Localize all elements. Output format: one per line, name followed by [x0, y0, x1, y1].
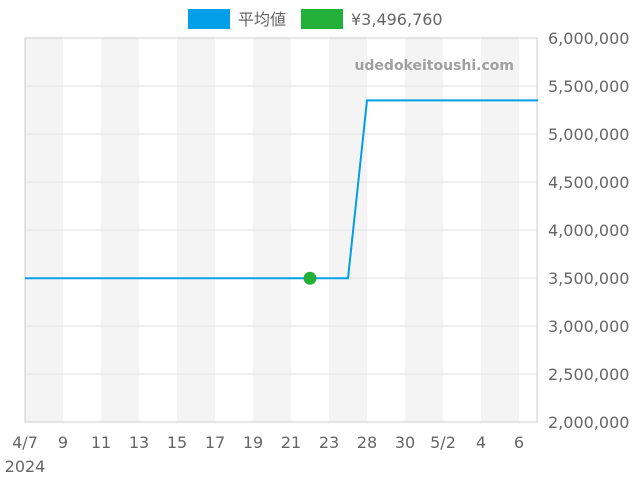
y-tick-label: 6,000,000 — [548, 29, 629, 48]
x-tick-label: 17 — [205, 433, 225, 452]
legend-label-average: 平均値 — [238, 10, 286, 29]
x-tick-label: 9 — [58, 433, 68, 452]
plot-frame — [24, 37, 538, 423]
x-tick-label: 5/2 — [430, 433, 456, 452]
x-tick-label: 19 — [243, 433, 263, 452]
x-tick-label: 28 — [357, 433, 377, 452]
x-tick-label: 4/7 — [12, 433, 38, 452]
x-tick-label: 15 — [167, 433, 187, 452]
x-tick-label: 13 — [129, 433, 149, 452]
x-tick-label: 11 — [91, 433, 111, 452]
x-tick-label: 6 — [514, 433, 524, 452]
legend-label-current: ¥3,496,760 — [351, 10, 443, 29]
y-tick-label: 4,500,000 — [548, 173, 629, 192]
series-lines — [25, 99, 538, 285]
y-tick-label: 3,000,000 — [548, 317, 629, 336]
x-axis: 4/7 9 11 13 15 17 19 21 23 28 30 5/2 4 6 — [12, 433, 524, 452]
y-tick-label: 3,500,000 — [548, 269, 629, 288]
series-line — [25, 99, 538, 280]
legend-swatch-current — [301, 9, 343, 29]
x-tick-label: 30 — [395, 433, 415, 452]
highlight-point — [303, 271, 317, 285]
x-tick-label: 21 — [281, 433, 301, 452]
legend: 平均値 ¥3,496,760 — [188, 9, 443, 29]
x-tick-label: 4 — [476, 433, 486, 452]
x-tick-label: 23 — [319, 433, 339, 452]
legend-swatch-average — [188, 9, 230, 29]
y-tick-label: 2,500,000 — [548, 365, 629, 384]
y-tick-label: 5,000,000 — [548, 125, 629, 144]
y-axis: 2,000,000 2,500,000 3,000,000 3,500,000 4,00… — [548, 29, 629, 432]
watermark: udedokeitoushi.com — [354, 58, 514, 74]
y-tick-label: 5,500,000 — [548, 77, 629, 96]
y-tick-label: 2,000,000 — [548, 413, 629, 432]
y-tick-label: 4,000,000 — [548, 221, 629, 240]
x-year-label: 2024 — [5, 457, 46, 476]
